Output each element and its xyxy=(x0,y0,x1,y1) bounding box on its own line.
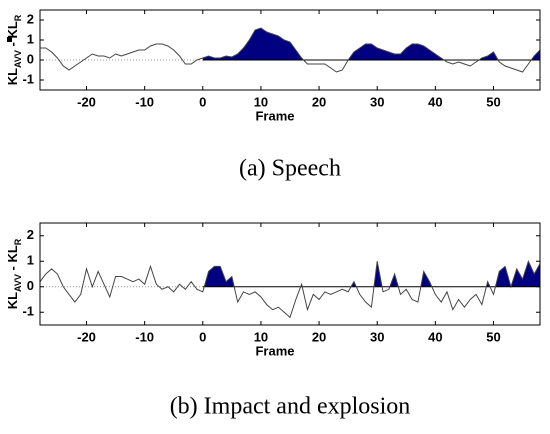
axes-box xyxy=(39,9,541,91)
y-tick-label: 2 xyxy=(27,11,34,26)
y-axis-label-part: KL xyxy=(5,68,20,85)
line xyxy=(40,259,540,319)
y-axis-label: KLAVV - KLR xyxy=(5,14,23,85)
y-axis-label-part: AVV xyxy=(13,50,23,68)
axes-box xyxy=(39,222,541,326)
x-tick-label: 0 xyxy=(199,329,206,344)
x-tick-label: -20 xyxy=(77,94,96,109)
x-tick-label: 50 xyxy=(486,94,500,109)
y-axis-label-part: - KL xyxy=(5,245,20,274)
x-tick-label: 10 xyxy=(254,94,268,109)
x-tick-label: 20 xyxy=(312,329,326,344)
caption: (a) Speech xyxy=(239,156,341,182)
x-tick-label: 0 xyxy=(199,94,206,109)
y-axis-label-part: AVV xyxy=(13,274,23,292)
x-tick-label: -10 xyxy=(135,94,154,109)
y-axis-label-part: KL xyxy=(5,292,20,309)
x-tick-label: 30 xyxy=(370,94,384,109)
x-tick-label: 40 xyxy=(428,94,442,109)
y-axis-label-part: R xyxy=(13,238,23,245)
y-axis-label: KLAVV - KLR xyxy=(5,238,23,309)
x-tick-label: 30 xyxy=(370,329,384,344)
area-fill xyxy=(202,261,540,287)
area-fill xyxy=(202,28,540,60)
x-tick-label: 50 xyxy=(486,329,500,344)
y-tick-label: -1 xyxy=(22,71,34,86)
y-tick-label: 1 xyxy=(27,31,34,46)
x-tick-label: 40 xyxy=(428,329,442,344)
x-axis-label: Frame xyxy=(255,108,294,123)
x-tick-label: -20 xyxy=(77,329,96,344)
y-tick-label: 0 xyxy=(27,278,34,293)
y-axis-label-part: R xyxy=(13,14,23,21)
y-tick-label: 2 xyxy=(27,227,34,242)
marker xyxy=(7,37,12,42)
y-axis-label-part: - KL xyxy=(5,21,20,50)
y-tick-label: 1 xyxy=(27,253,34,268)
caption: (b) Impact and explosion xyxy=(170,394,411,420)
x-tick-label: -10 xyxy=(135,329,154,344)
y-tick-label: -1 xyxy=(22,304,34,319)
y-tick-label: 0 xyxy=(27,51,34,66)
x-axis-label: Frame xyxy=(255,343,294,358)
x-tick-label: 20 xyxy=(312,94,326,109)
x-tick-label: 10 xyxy=(254,329,268,344)
line xyxy=(40,27,540,73)
